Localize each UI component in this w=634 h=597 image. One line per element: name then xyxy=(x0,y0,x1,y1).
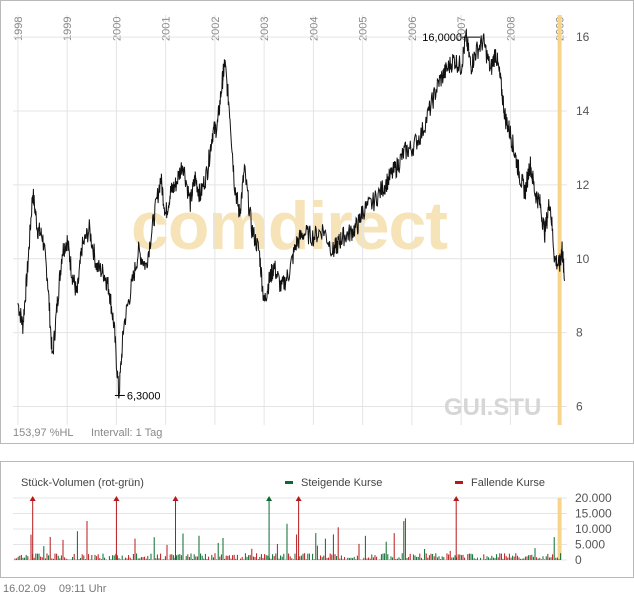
x-tick-label: 2008 xyxy=(505,17,517,41)
spike-arrow xyxy=(266,496,273,501)
y-tick-label: 14 xyxy=(576,104,590,118)
footer-date: 16.02.09 xyxy=(3,583,46,595)
spike-arrow xyxy=(453,496,460,501)
current-period-band xyxy=(557,15,562,425)
spike-arrow xyxy=(172,496,179,501)
x-tick-label: 2003 xyxy=(259,17,271,41)
min-label: 6,3000 xyxy=(127,390,161,402)
y-tick-label: 20.000 xyxy=(575,491,612,505)
legend-swatch xyxy=(285,481,293,484)
legend-label: Fallende Kurse xyxy=(471,477,545,489)
y-tick-label: 8 xyxy=(576,326,583,340)
volume-chart-panel: Stück-Volumen (rot-grün) Steigende Kurse F… xyxy=(0,461,634,578)
y-tick-label: 10 xyxy=(576,252,590,266)
y-tick-label: 12 xyxy=(576,178,590,192)
y-tick-label: 0 xyxy=(575,553,582,567)
x-tick-label: 2007 xyxy=(456,17,468,41)
interval-label: Intervall: 1 Tag xyxy=(91,427,162,439)
spike-arrow xyxy=(29,496,36,501)
y-tick-label: 15.000 xyxy=(575,507,612,521)
x-tick-label: 2006 xyxy=(407,17,419,41)
legend-swatch xyxy=(455,481,463,484)
x-tick-label: 2000 xyxy=(111,17,123,41)
spike-arrow xyxy=(295,496,302,501)
x-tick-label: 2002 xyxy=(210,17,222,41)
x-tick-label: 1998 xyxy=(13,17,25,41)
watermark-text: comdirect xyxy=(131,188,447,264)
legend-label: Steigende Kurse xyxy=(301,477,382,489)
timestamp-footer: 16.02.09 09:11 Uhr xyxy=(3,583,116,595)
y-tick-label: 10.000 xyxy=(575,522,612,536)
x-tick-label: 2001 xyxy=(161,17,173,41)
price-chart: comdirect 1998 1999 2000 2001 2002 2003 2004 200… xyxy=(13,15,590,439)
max-label: 16,0000 xyxy=(422,32,462,44)
price-series-line xyxy=(17,27,565,399)
y-tick-label: 6 xyxy=(576,400,583,414)
volume-title: Stück-Volumen (rot-grün) xyxy=(21,477,144,489)
footer-time: 09:11 Uhr xyxy=(58,583,107,595)
x-tick-label: 2004 xyxy=(308,17,320,41)
price-chart-panel: comdirect 1998 1999 2000 2001 2002 2003 2004 200… xyxy=(0,0,634,444)
x-tick-label: 1999 xyxy=(62,17,74,41)
x-tick-label: 2005 xyxy=(358,17,370,41)
y-tick-label: 5.000 xyxy=(575,538,605,552)
spike-arrow xyxy=(113,496,120,501)
current-period-band xyxy=(557,498,562,560)
y-tick-label: 16 xyxy=(576,30,590,44)
symbol-label: GUI.STU xyxy=(444,394,541,421)
range-label: 153,97 %HL xyxy=(13,427,74,439)
volume-chart: Stück-Volumen (rot-grün) Steigende Kurse F… xyxy=(13,477,612,567)
